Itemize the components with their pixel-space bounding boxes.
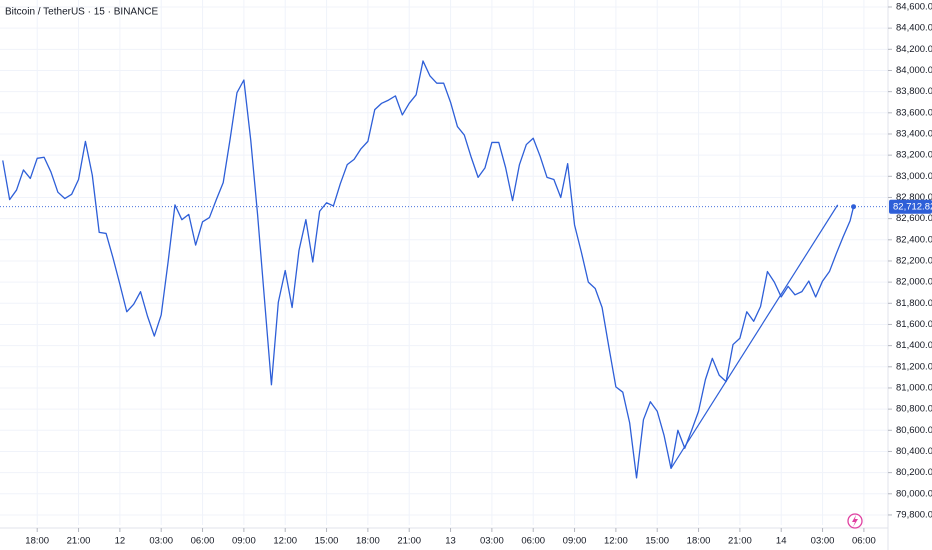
y-tick-label: 81,600.00	[896, 319, 932, 330]
x-tick-label: 06:00	[852, 536, 876, 547]
y-tick-label: 82,200.00	[896, 255, 932, 266]
y-tick-label: 80,200.00	[896, 467, 932, 478]
y-tick-label: 83,800.00	[896, 86, 932, 97]
x-tick-label: 03:00	[811, 536, 835, 547]
y-tick-label: 83,600.00	[896, 107, 932, 118]
x-tick-label: 12	[115, 536, 126, 547]
chart-title: Bitcoin / TetherUS · 15 · BINANCE	[5, 7, 159, 18]
y-tick-label: 83,200.00	[896, 150, 932, 161]
y-tick-label: 80,600.00	[896, 425, 932, 436]
x-tick-label: 06:00	[191, 536, 215, 547]
trend-line	[670, 204, 839, 469]
y-tick-label: 80,400.00	[896, 446, 932, 457]
y-tick-label: 83,400.00	[896, 128, 932, 139]
x-tick-label: 15:00	[315, 536, 339, 547]
x-tick-label: 03:00	[149, 536, 173, 547]
x-tick-label: 12:00	[273, 536, 297, 547]
y-tick-label: 84,200.00	[896, 44, 932, 55]
x-tick-label: 15:00	[645, 536, 669, 547]
x-tick-label: 21:00	[67, 536, 91, 547]
y-tick-label: 83,000.00	[896, 171, 932, 182]
x-tick-label: 18:00	[25, 536, 49, 547]
last-price-badge	[889, 199, 932, 214]
x-tick-label: 12:00	[604, 536, 628, 547]
lightning-icon	[847, 513, 863, 529]
x-tick-label: 09:00	[563, 536, 587, 547]
y-tick-label: 82,600.00	[896, 213, 932, 224]
y-tick-label: 84,400.00	[896, 23, 932, 34]
x-tick-label: 21:00	[397, 536, 421, 547]
x-tick-label: 03:00	[480, 536, 504, 547]
x-tick-label: 18:00	[356, 536, 380, 547]
y-tick-label: 84,600.00	[896, 2, 932, 13]
y-tick-label: 81,400.00	[896, 340, 932, 351]
last-point	[851, 204, 857, 210]
last-price-label: 82,712.82	[893, 202, 932, 213]
x-tick-label: 21:00	[728, 536, 752, 547]
y-tick-label: 82,400.00	[896, 234, 932, 245]
y-tick-label: 80,000.00	[896, 488, 932, 499]
y-tick-label: 80,800.00	[896, 404, 932, 415]
y-tick-label: 81,800.00	[896, 298, 932, 309]
grid	[0, 0, 888, 525]
y-tick-label: 82,800.00	[896, 192, 932, 203]
y-tick-label: 81,200.00	[896, 361, 932, 372]
x-tick-label: 13	[445, 536, 456, 547]
y-tick-label: 82,000.00	[896, 277, 932, 288]
y-tick-label: 84,000.00	[896, 65, 932, 76]
y-tick-label: 79,800.00	[896, 509, 932, 520]
price-line	[2, 60, 855, 479]
x-tick-label: 14	[776, 536, 787, 547]
x-tick-label: 06:00	[521, 536, 545, 547]
marks	[0, 60, 888, 479]
x-tick-label: 18:00	[687, 536, 711, 547]
x-tick-label: 09:00	[232, 536, 256, 547]
y-tick-label: 81,000.00	[896, 382, 932, 393]
